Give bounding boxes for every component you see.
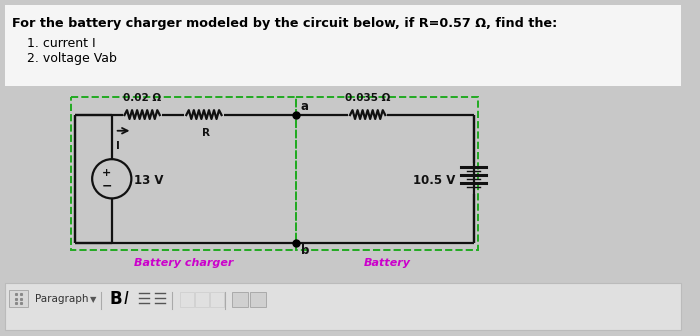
Text: Battery: Battery (364, 258, 411, 268)
Text: −: − (102, 179, 112, 192)
Text: 13 V: 13 V (134, 174, 164, 187)
Text: 10.5 V: 10.5 V (414, 174, 456, 187)
FancyBboxPatch shape (232, 292, 248, 307)
Text: +: + (102, 168, 111, 178)
Text: ▼: ▼ (90, 295, 97, 304)
FancyBboxPatch shape (5, 283, 681, 330)
Text: 1. current I: 1. current I (27, 37, 96, 50)
FancyBboxPatch shape (250, 292, 266, 307)
Text: I: I (116, 140, 120, 151)
Text: I: I (123, 290, 128, 308)
Text: Battery charger: Battery charger (134, 258, 233, 268)
Text: 2. voltage Vab: 2. voltage Vab (27, 52, 118, 65)
Text: 0.02 Ω: 0.02 Ω (123, 93, 161, 103)
Text: R: R (202, 128, 210, 138)
Text: Paragraph: Paragraph (35, 294, 89, 304)
Text: For the battery charger modeled by the circuit below, if R=0.57 Ω, find the:: For the battery charger modeled by the c… (12, 17, 557, 30)
Text: 0.035 Ω: 0.035 Ω (345, 93, 391, 103)
Text: B: B (110, 290, 122, 308)
Text: b: b (301, 244, 309, 257)
Text: a: a (301, 100, 309, 113)
FancyBboxPatch shape (5, 5, 681, 86)
FancyBboxPatch shape (9, 290, 29, 307)
